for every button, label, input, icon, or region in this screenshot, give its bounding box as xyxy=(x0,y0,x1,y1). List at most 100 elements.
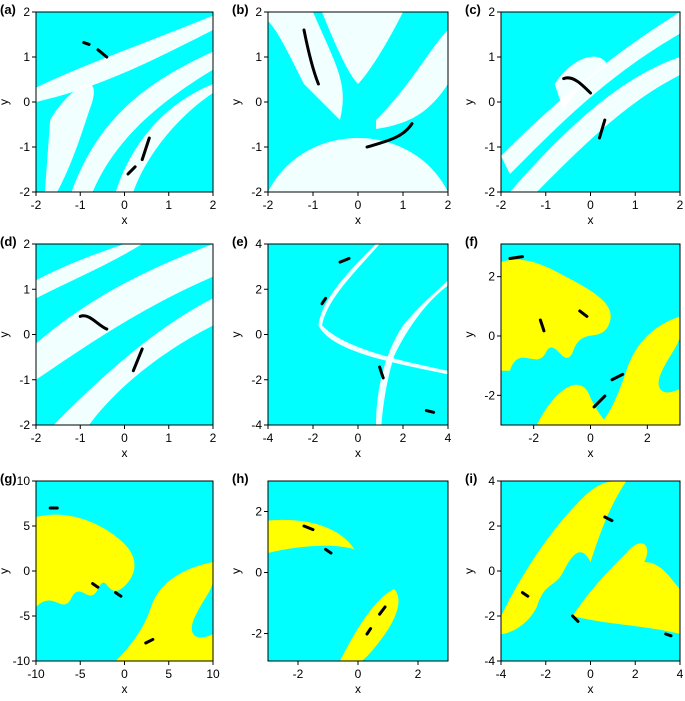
x-tick-label: 2 xyxy=(210,198,217,212)
basin-region xyxy=(36,244,213,380)
y-tick-label: 2 xyxy=(255,282,262,296)
panel-label: (a) xyxy=(0,2,16,17)
attractor xyxy=(510,257,523,259)
basin-region xyxy=(509,57,680,192)
panel-label: (e) xyxy=(232,234,248,249)
basin-shapes xyxy=(501,481,680,636)
x-tick-label: -2 xyxy=(293,667,304,681)
attractor xyxy=(573,616,578,621)
x-tick-label: 1 xyxy=(632,198,639,212)
x-tick-label: 2 xyxy=(632,667,639,681)
y-tick-label: 0 xyxy=(255,566,262,580)
attractor xyxy=(367,124,412,147)
attractor xyxy=(116,593,121,597)
basin-region xyxy=(536,384,609,425)
x-axis-label: x xyxy=(355,213,361,227)
panel-label: (b) xyxy=(232,2,249,17)
y-axis-label: y xyxy=(229,332,243,338)
basin-shapes xyxy=(268,519,399,661)
x-tick-label: 10 xyxy=(206,667,220,681)
plot-area xyxy=(501,12,680,192)
y-tick-label: -1 xyxy=(251,140,262,154)
attractor xyxy=(84,43,89,45)
x-tick-label: 4 xyxy=(445,431,452,445)
plot-area xyxy=(501,481,680,661)
y-tick-label: -4 xyxy=(251,418,262,432)
y-tick-label: -1 xyxy=(19,373,30,387)
y-tick-label: -10 xyxy=(13,654,31,668)
attractor xyxy=(128,167,135,174)
y-tick-label: 0 xyxy=(23,564,30,578)
x-tick-label: 2 xyxy=(644,431,651,445)
plot-area xyxy=(268,12,448,192)
attractor xyxy=(322,298,326,303)
y-tick-label: 0 xyxy=(488,564,495,578)
y-tick-label: -2 xyxy=(484,388,495,402)
panel-label: (f) xyxy=(465,234,478,249)
y-tick-label: 2 xyxy=(23,237,30,251)
basin-region xyxy=(599,316,680,425)
y-tick-label: 2 xyxy=(255,5,262,19)
basin-region xyxy=(268,519,355,553)
plot-area xyxy=(36,481,213,661)
attractor xyxy=(304,526,313,530)
basin-shapes xyxy=(501,257,680,425)
basin-background xyxy=(268,244,448,425)
x-tick-label: 0 xyxy=(587,431,594,445)
basin-shapes xyxy=(36,508,213,661)
attractor xyxy=(666,634,671,636)
y-tick-label: 10 xyxy=(17,474,31,488)
x-tick-label: -5 xyxy=(75,667,86,681)
y-tick-label: 0 xyxy=(23,95,30,109)
x-tick-label: -2 xyxy=(540,667,551,681)
basin-region xyxy=(268,12,343,120)
x-tick-label: -4 xyxy=(263,431,274,445)
basin-shapes xyxy=(501,12,680,192)
attractor xyxy=(80,316,107,329)
y-axis-label: y xyxy=(0,568,11,574)
x-tick-label: 0 xyxy=(121,667,128,681)
basin-region xyxy=(572,543,680,634)
y-tick-label: -2 xyxy=(19,418,30,432)
panel: -2 -1 0 1 2 -2 -1 0 1 2 x y (a) xyxy=(0,2,217,227)
x-tick-label: 2 xyxy=(400,431,407,445)
attractor xyxy=(142,138,149,160)
x-tick-label: 0 xyxy=(355,667,362,681)
basin-region xyxy=(115,84,213,192)
panel-label: (i) xyxy=(465,471,477,486)
basin-region xyxy=(36,244,143,299)
x-axis-label: x xyxy=(355,446,361,460)
x-axis-label: x xyxy=(122,682,128,696)
panel-label: (c) xyxy=(465,2,481,17)
plot-area xyxy=(36,244,213,425)
basin-region xyxy=(376,30,448,129)
x-tick-label: 0 xyxy=(121,198,128,212)
x-axis-label: x xyxy=(122,446,128,460)
basin-region xyxy=(115,562,213,661)
y-tick-label: 1 xyxy=(488,50,495,64)
attractor xyxy=(594,396,605,407)
x-tick-label: -1 xyxy=(540,198,551,212)
basin-shapes xyxy=(268,12,448,192)
x-axis-label: x xyxy=(355,682,361,696)
panel: -2 0 2 -2 0 2 x y (h) xyxy=(229,471,449,696)
plot-area xyxy=(501,244,680,425)
attractor xyxy=(98,50,107,57)
basin-region xyxy=(268,138,448,192)
y-tick-label: 2 xyxy=(488,519,495,533)
y-axis-label: y xyxy=(462,332,476,338)
attractor xyxy=(426,411,433,413)
basin-region xyxy=(71,51,213,192)
y-tick-label: 1 xyxy=(23,282,30,296)
x-tick-label: -2 xyxy=(308,431,319,445)
panel: -2 -1 0 1 2 -2 -1 0 1 2 x y (b) xyxy=(229,2,452,227)
x-tick-label: 5 xyxy=(165,667,172,681)
y-axis-label: y xyxy=(462,99,476,105)
x-tick-label: -1 xyxy=(75,198,86,212)
x-tick-label: 1 xyxy=(165,431,172,445)
panel: -2 -1 0 1 2 -2 -1 0 1 2 x y (d) xyxy=(0,234,217,460)
x-tick-label: 4 xyxy=(677,667,684,681)
x-tick-label: 1 xyxy=(165,198,172,212)
x-tick-label: -4 xyxy=(496,667,507,681)
panel-label: (g) xyxy=(0,471,17,486)
